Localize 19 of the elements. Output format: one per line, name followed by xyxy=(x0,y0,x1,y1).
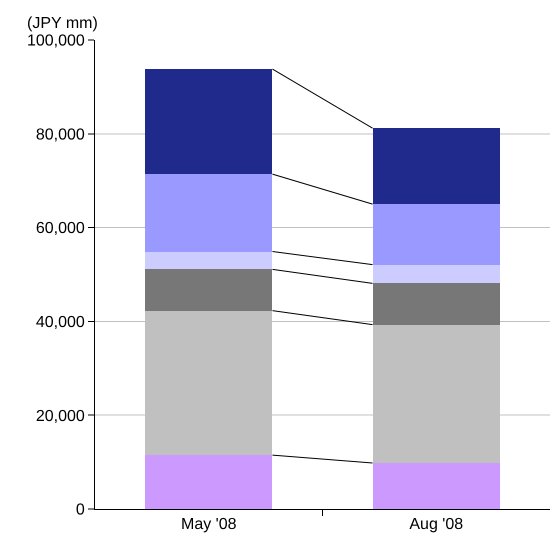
y-tick-label: 100,000 xyxy=(26,32,85,50)
y-tick-label: 0 xyxy=(76,502,85,519)
y-tick-label: 80,000 xyxy=(36,126,85,144)
bar xyxy=(373,463,500,509)
x-tick-label: May '08 xyxy=(180,516,237,534)
bar xyxy=(145,69,272,174)
bar xyxy=(373,128,500,204)
bar xyxy=(373,283,500,325)
y-tick-label: 40,000 xyxy=(36,314,85,331)
bar xyxy=(373,265,500,283)
y-tick-label: 20,000 xyxy=(36,408,85,425)
bar xyxy=(145,269,272,311)
y-tick-label: 60,000 xyxy=(36,220,85,238)
x-tick-label: Aug '08 xyxy=(409,516,464,534)
bar xyxy=(145,455,272,509)
bar xyxy=(145,174,272,252)
bar xyxy=(145,252,272,269)
y-axis-title: (JPY mm) xyxy=(27,15,98,32)
bar xyxy=(373,204,500,265)
